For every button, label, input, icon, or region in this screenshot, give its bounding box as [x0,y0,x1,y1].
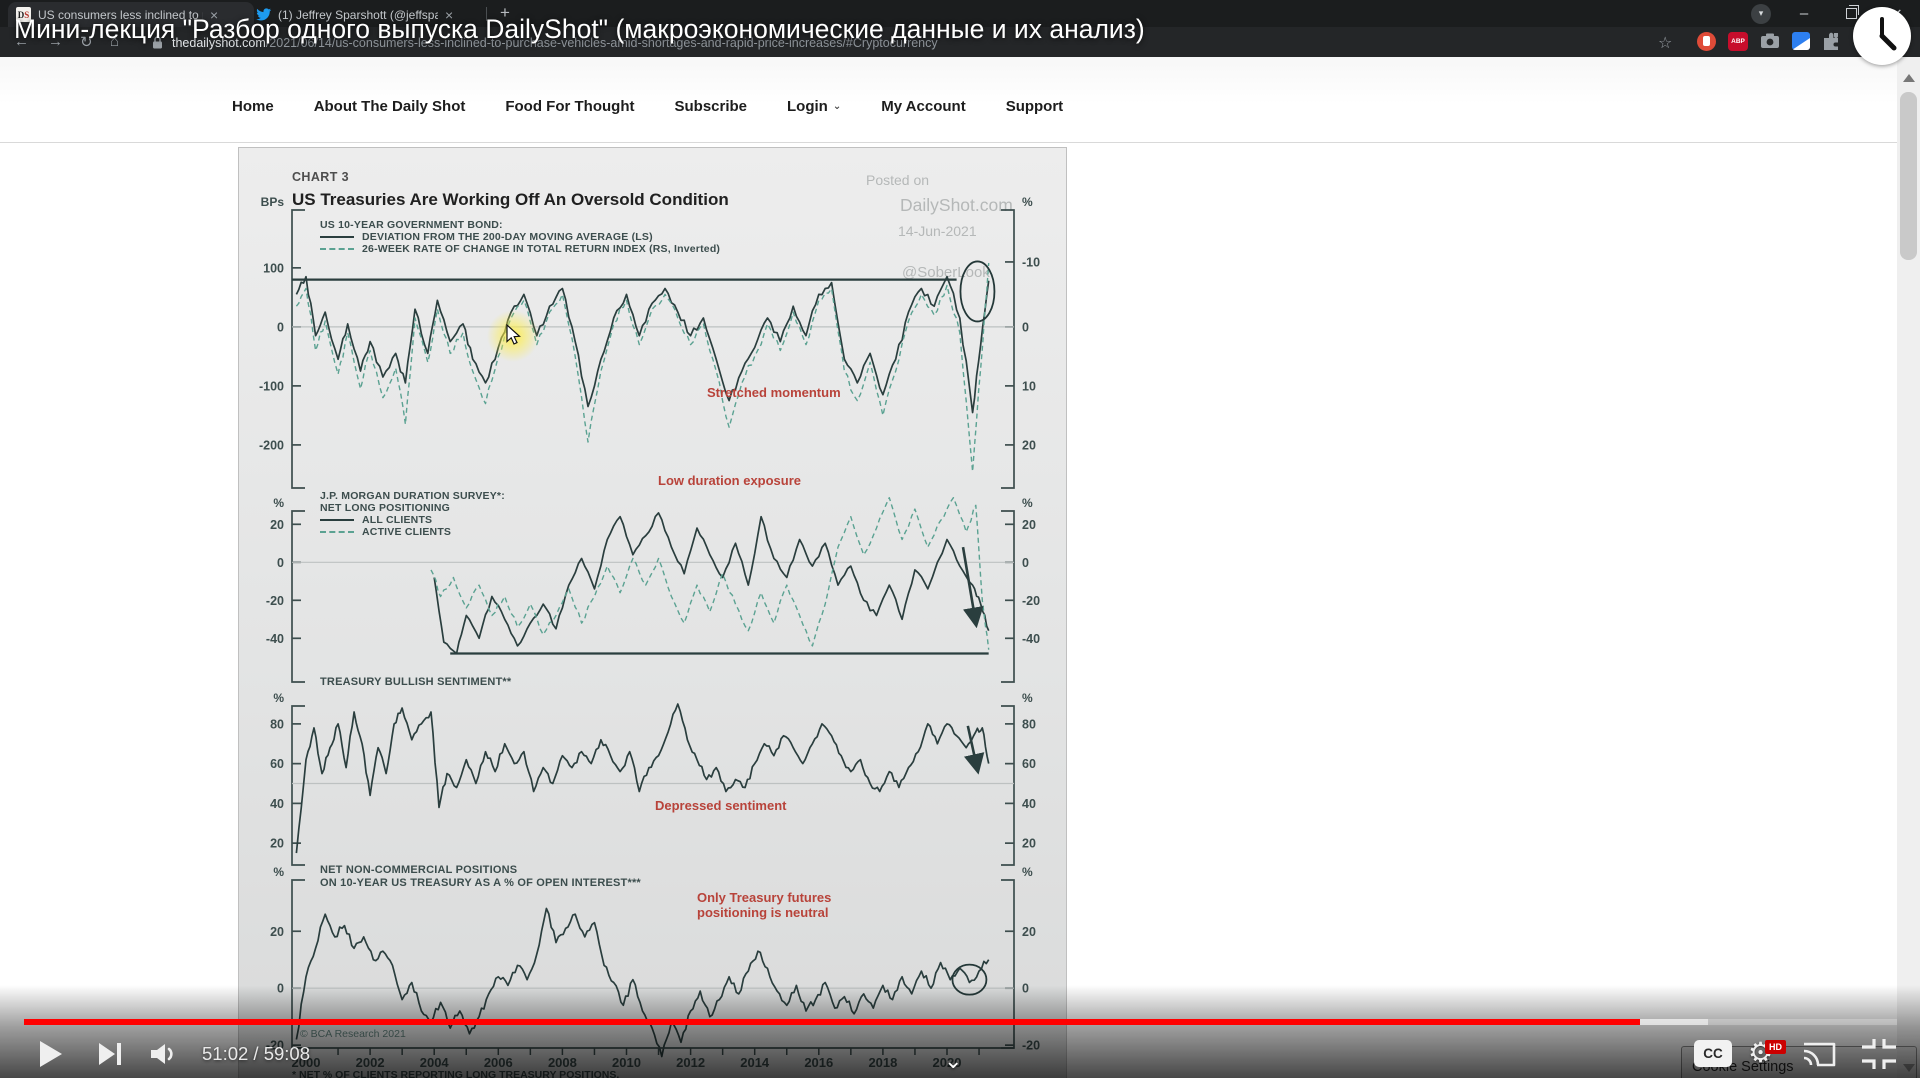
site-nav: Home About The Daily Shot Food For Thoug… [232,98,1063,115]
nav-label: Login [787,98,828,115]
annotation-line2: positioning is neutral [697,905,829,920]
nav-item-login[interactable]: Login ⌄ [787,98,841,115]
scrollbar-thumb[interactable] [1900,92,1917,260]
legend-series-label: ACTIVE CLIENTS [362,526,452,538]
annotation-depressed-sentiment: Depressed sentiment [655,798,787,813]
chevron-down-icon: ▾ [1751,3,1771,24]
forward-button[interactable]: → [48,33,63,50]
annotation-stretched-momentum: Stretched momentum [707,385,841,400]
video-title-overlay[interactable]: Мини-лекция "Разбор одного выпуска Daily… [14,14,1145,44]
chart-kicker: CHART 3 [292,170,349,184]
lock-icon [153,36,162,49]
annotation-line1: Only Treasury futures [697,890,832,905]
dashed-line-sample [320,248,354,250]
watermark-posted-on: Posted on [866,172,930,188]
progress-played [24,1019,1641,1025]
chevron-down-icon: ⌄ [832,101,842,112]
scrollbar-up-arrow[interactable] [1903,74,1915,82]
legend-series-label: 26-WEEK RATE OF CHANGE IN TOTAL RETURN I… [362,243,721,255]
browser-tab-2[interactable]: (1) Jeffrey Sparshott (@jeffsparsh × [248,2,492,27]
extension-camera-icon[interactable] [1760,32,1780,49]
restore-window-button[interactable] [1834,0,1868,27]
next-button[interactable] [98,1042,124,1066]
browser-toolbar [0,27,1920,57]
nav-label: My Account [881,98,966,115]
url-domain: thedailyshot.com [172,36,266,50]
nav-label: About The Daily Shot [313,98,466,115]
url-path: /2021/06/14/us-consumers-less-inclined-t… [265,36,938,50]
twitter-icon [256,8,271,21]
legend-series-label: ALL CLIENTS [362,514,433,526]
tab-title: US consumers less inclined to pu [38,7,203,22]
legend-subheader: NET LONG POSITIONING [320,502,451,514]
legend-panel-2: J.P. MORGAN DURATION SURVEY*: NET LONG P… [320,490,505,538]
page-scrollbar[interactable] [1897,57,1920,1078]
bookmark-star-icon[interactable]: ☆ [1658,35,1673,52]
legend-header: US 10-YEAR GOVERNMENT BOND: [320,219,503,231]
scroll-chevron-icon[interactable]: ⌄ [944,1048,963,1073]
volume-button[interactable] [150,1042,182,1066]
extensions-puzzle-icon[interactable] [1822,32,1841,51]
solid-line-sample [320,519,354,521]
chart-title: US Treasuries Are Working Off An Oversol… [292,190,729,209]
nav-label: Support [1005,98,1064,115]
reload-button[interactable]: ↻ [80,34,93,51]
panel-4-title: NET NON-COMMERCIAL POSITIONS ON 10-YEAR … [320,864,641,890]
clock-overlay [1853,7,1911,65]
chart-image [238,147,1067,1078]
close-tab-icon[interactable]: × [210,6,219,23]
site-header [0,57,1897,143]
panel-4-title-line2: ON 10-YEAR US TREASURY AS A % OF OPEN IN… [320,877,641,889]
home-button[interactable]: ⌂ [110,33,120,50]
cursor-pointer [506,324,521,345]
subtitles-button[interactable]: CC [1694,1040,1732,1067]
solid-line-sample [320,236,354,238]
time-display: 51:02 / 59:08 [202,1043,311,1064]
extension-screenshot-icon[interactable] [1792,32,1810,50]
nav-label: Food For Thought [505,98,635,115]
close-tab-icon[interactable]: × [445,6,454,23]
url-bar[interactable]: thedailyshot.com/2021/06/14/us-consumers… [172,36,938,50]
nav-item-about[interactable]: About The Daily Shot [314,98,466,115]
restore-icon [1845,5,1859,19]
cast-button[interactable] [1800,1038,1838,1068]
minimize-window-button[interactable]: – [1799,5,1809,22]
extension-abp-icon[interactable]: ABP [1728,32,1748,51]
tab-separator [486,7,487,21]
legend-panel-1: US 10-YEAR GOVERNMENT BOND: DEVIATION FR… [320,219,720,255]
panel-4-title-line1: NET NON-COMMERCIAL POSITIONS [320,864,518,876]
clock-icon [1879,17,1897,51]
progress-bar[interactable] [24,1019,1897,1025]
back-button[interactable]: ← [14,33,29,50]
hd-badge: HD [1765,1040,1786,1054]
watermark-date: 14-Jun-2021 [898,223,977,239]
nav-item-home[interactable]: Home [232,98,274,115]
legend-series-label: DEVIATION FROM THE 200-DAY MOVING AVERAG… [362,231,653,243]
nav-item-subscribe[interactable]: Subscribe [674,98,747,115]
watermark-dailyshot: DailyShot.com [900,195,1013,215]
exit-fullscreen-button[interactable] [1858,1037,1900,1071]
legend-header: J.P. MORGAN DURATION SURVEY*: [320,490,505,502]
nav-label: Home [232,98,274,115]
watermark-handle: @SoberLook [902,264,990,281]
play-button[interactable] [38,1040,64,1068]
annotation-low-duration: Low duration exposure [658,473,802,488]
new-tab-button[interactable]: + [500,3,510,22]
panel-3-title: TREASURY BULLISH SENTIMENT** [320,676,512,688]
nav-label: Subscribe [674,98,748,115]
nav-item-support[interactable]: Support [1006,98,1064,115]
tab-search-button[interactable]: ▾ [1744,0,1778,27]
tab-title: (1) Jeffrey Sparshott (@jeffsparsh [278,7,438,22]
annotation-futures-neutral: Only Treasury futures positioning is neu… [697,890,831,920]
nav-item-my-account[interactable]: My Account [881,98,965,115]
extension-blocker-icon[interactable] [1697,32,1716,51]
nav-item-food-for-thought[interactable]: Food For Thought [505,98,634,115]
dashed-line-sample [320,531,354,533]
